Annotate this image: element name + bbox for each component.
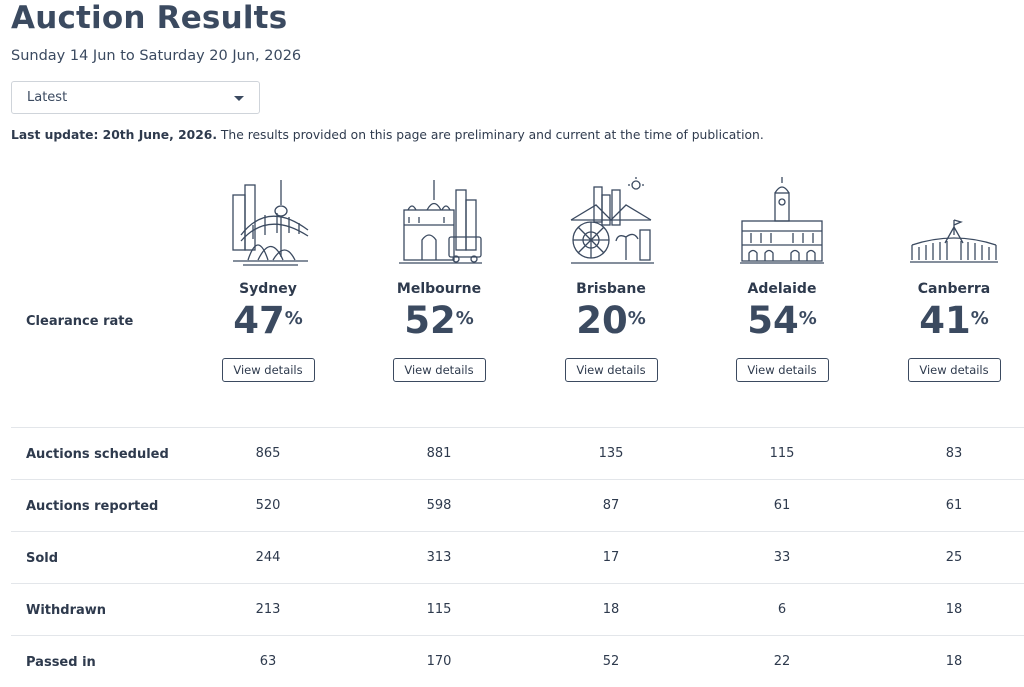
table-cell: 520 bbox=[255, 498, 281, 513]
city-name: Canberra bbox=[917, 281, 991, 297]
city-column-melbourne: Melbourne 52% View details bbox=[364, 175, 514, 382]
view-details-button[interactable]: View details bbox=[392, 358, 486, 382]
period-select[interactable]: Latest bbox=[11, 81, 260, 114]
row-label: Auctions scheduled bbox=[26, 447, 169, 462]
city-name: Adelaide bbox=[747, 281, 817, 297]
table-cell: 25 bbox=[945, 550, 963, 565]
auction-stats-table: Auctions scheduled 865 881 135 115 83 Au… bbox=[11, 427, 1024, 687]
table-cell: 6 bbox=[777, 602, 787, 617]
table-cell: 33 bbox=[773, 550, 791, 565]
table-cell: 18 bbox=[945, 654, 963, 669]
city-column-brisbane: Brisbane 20% View details bbox=[536, 175, 686, 382]
table-cell: 22 bbox=[773, 654, 791, 669]
chevron-down-icon bbox=[234, 96, 244, 101]
view-details-button[interactable]: View details bbox=[221, 358, 315, 382]
table-cell: 18 bbox=[602, 602, 620, 617]
table-row: Auctions reported 520 598 87 61 61 bbox=[11, 479, 1024, 531]
table-cell: 135 bbox=[598, 446, 624, 461]
clearance-rate-value: 41% bbox=[919, 299, 989, 342]
clearance-rate-value: 47% bbox=[233, 299, 303, 342]
row-label: Passed in bbox=[26, 655, 96, 670]
clearance-rate-value: 52% bbox=[404, 299, 474, 342]
table-cell: 598 bbox=[426, 498, 452, 513]
brisbane-skyline-icon bbox=[570, 177, 654, 264]
clearance-rate-label: Clearance rate bbox=[26, 314, 134, 329]
table-cell: 115 bbox=[426, 602, 452, 617]
table-cell: 63 bbox=[259, 654, 277, 669]
table-row: Withdrawn 213 115 18 6 18 bbox=[11, 583, 1024, 635]
table-row: Auctions scheduled 865 881 135 115 83 bbox=[11, 427, 1024, 479]
row-label: Withdrawn bbox=[26, 603, 107, 618]
table-cell: 115 bbox=[769, 446, 795, 461]
melbourne-skyline-icon bbox=[399, 180, 482, 264]
table-row: Passed in 63 170 52 22 18 bbox=[11, 635, 1024, 687]
city-column-sydney: Sydney 47% View details bbox=[193, 175, 343, 382]
table-cell: 881 bbox=[426, 446, 452, 461]
table-cell: 61 bbox=[945, 498, 963, 513]
table-cell: 83 bbox=[945, 446, 963, 461]
sydney-skyline-icon bbox=[232, 180, 309, 266]
table-cell: 213 bbox=[255, 602, 281, 617]
city-name: Brisbane bbox=[576, 281, 646, 297]
table-cell: 61 bbox=[773, 498, 791, 513]
view-details-button[interactable]: View details bbox=[564, 358, 658, 382]
city-column-adelaide: Adelaide 54% View details bbox=[707, 175, 857, 382]
adelaide-skyline-icon bbox=[740, 177, 824, 264]
page-title: Auction Results bbox=[11, 0, 288, 36]
table-cell: 865 bbox=[255, 446, 281, 461]
last-update-text: The results provided on this page are pr… bbox=[217, 128, 764, 142]
row-label: Sold bbox=[26, 551, 59, 566]
clearance-rate-value: 54% bbox=[747, 299, 817, 342]
period-select-value: Latest bbox=[27, 90, 68, 105]
city-column-canberra: Canberra 41% View details bbox=[879, 175, 1024, 382]
table-cell: 87 bbox=[602, 498, 620, 513]
view-details-button[interactable]: View details bbox=[735, 358, 829, 382]
table-cell: 244 bbox=[255, 550, 281, 565]
last-update-note: Last update: 20th June, 2026. The result… bbox=[11, 128, 764, 142]
city-name: Sydney bbox=[239, 281, 297, 297]
city-name: Melbourne bbox=[396, 281, 482, 297]
table-cell: 170 bbox=[426, 654, 452, 669]
table-cell: 18 bbox=[945, 602, 963, 617]
canberra-skyline-icon bbox=[910, 219, 998, 263]
table-cell: 52 bbox=[602, 654, 620, 669]
table-cell: 17 bbox=[602, 550, 620, 565]
table-cell: 313 bbox=[426, 550, 452, 565]
date-range: Sunday 14 Jun to Saturday 20 Jun, 2026 bbox=[11, 48, 302, 64]
table-row: Sold 244 313 17 33 25 bbox=[11, 531, 1024, 583]
view-details-button[interactable]: View details bbox=[907, 358, 1001, 382]
clearance-rate-value: 20% bbox=[576, 299, 646, 342]
row-label: Auctions reported bbox=[26, 499, 159, 514]
last-update-date: Last update: 20th June, 2026. bbox=[11, 128, 217, 142]
